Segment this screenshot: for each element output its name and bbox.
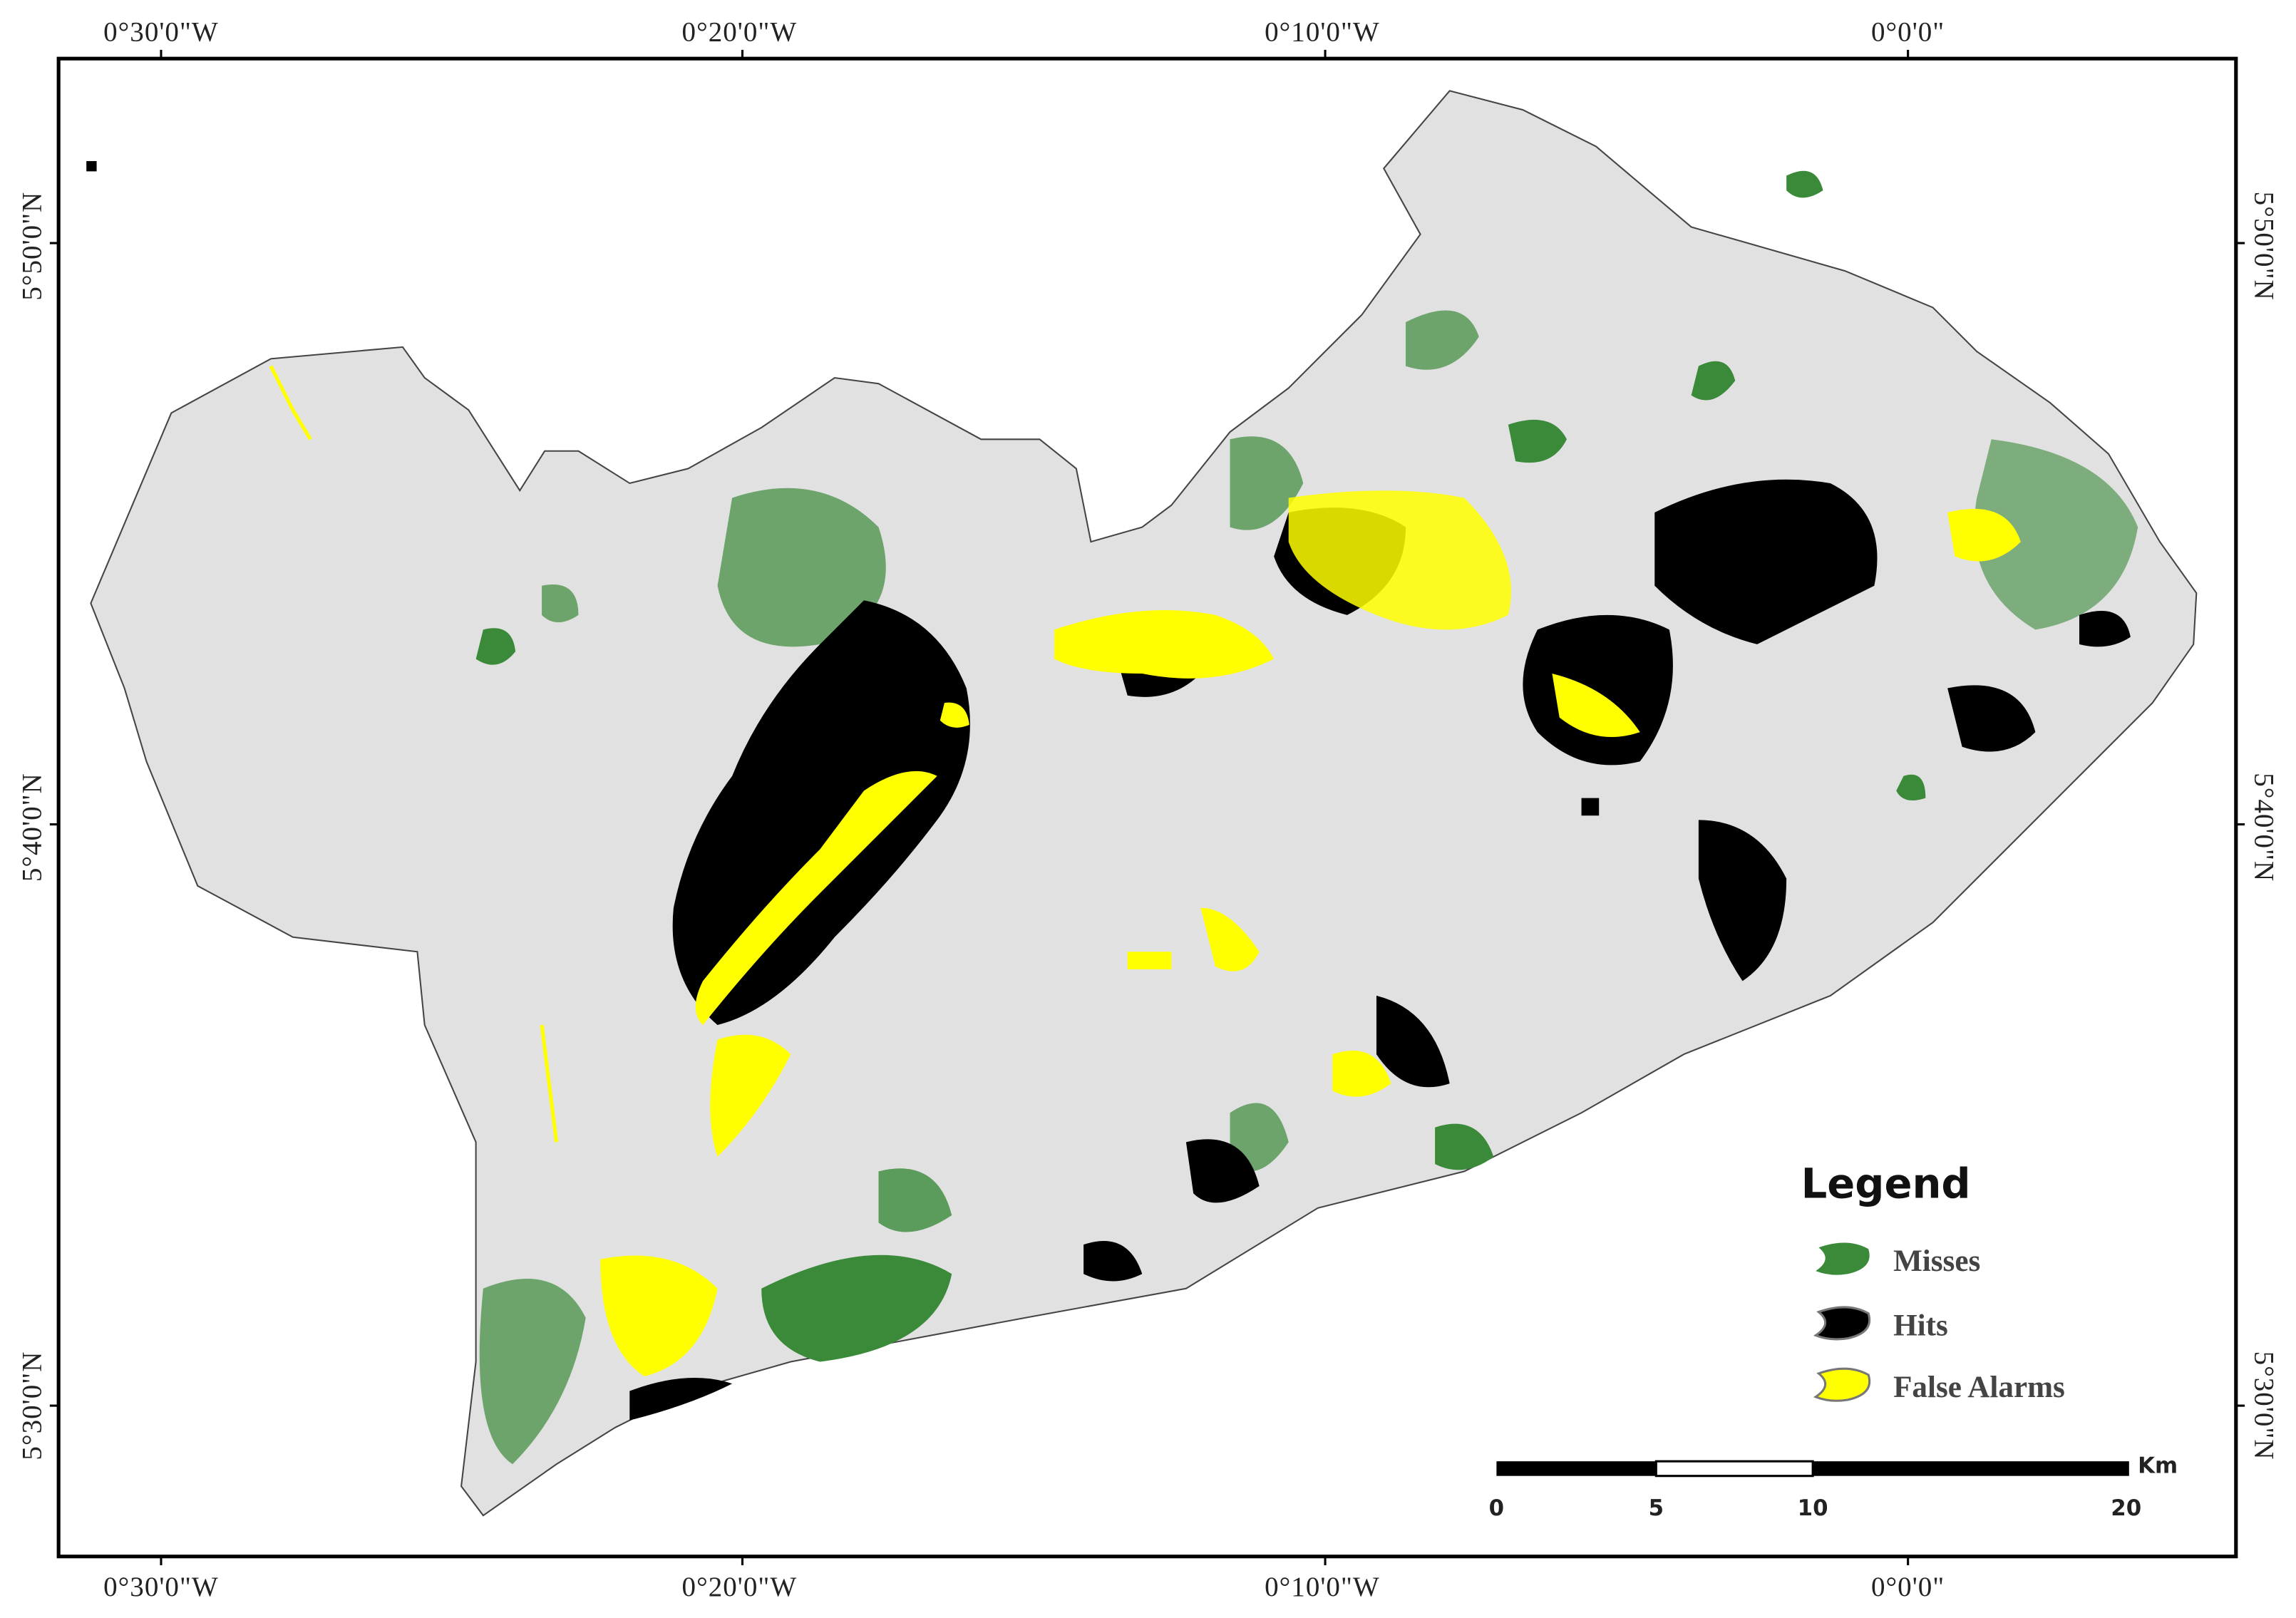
bottom-label: 0°0'0": [1871, 1572, 1945, 1602]
study-area: [90, 90, 2198, 1517]
top-label: 0°10'0"W: [1265, 17, 1380, 48]
left-label: 5°50'0"N: [17, 192, 48, 301]
top-label: 0°0'0": [1871, 17, 1945, 48]
right-label: 5°50'0"N: [2248, 192, 2279, 301]
corner-marker: [86, 161, 97, 172]
scale-bar-segment: [1813, 1461, 2129, 1476]
left-label: 5°40'0"N: [17, 773, 48, 882]
scale-bar-label: 10: [1798, 1495, 1828, 1521]
legend-swatch: [1813, 1367, 1871, 1402]
left-label: 5°30'0"N: [17, 1351, 48, 1460]
bottom-label: 0°10'0"W: [1265, 1572, 1380, 1602]
scale-bar-segment: [1496, 1461, 1657, 1476]
scale-bar-label: 0: [1489, 1495, 1504, 1521]
top-label: 0°20'0"W: [682, 17, 798, 48]
right-label: 5°30'0"N: [2248, 1351, 2279, 1460]
graticule-ticks: [49, 49, 2245, 1565]
bottom-label: 0°20'0"W: [682, 1572, 798, 1602]
legend-swatch: [1813, 1306, 1871, 1341]
scale-bar-segment: [1654, 1460, 1814, 1478]
legend-item: Hits: [1893, 1309, 1948, 1342]
legend-title: Legend: [1801, 1160, 1971, 1207]
legend-item: Misses: [1893, 1245, 1980, 1278]
top-label: 0°30'0"W: [103, 17, 219, 48]
legend-item: False Alarms: [1893, 1371, 2065, 1404]
scale-bar-label: 5: [1649, 1495, 1664, 1521]
bottom-label: 0°30'0"W: [103, 1572, 219, 1602]
scale-bar-unit: Km: [2138, 1453, 2178, 1479]
false-alarm-areas: [269, 365, 2021, 1377]
legend-swatch: [1816, 1242, 1870, 1275]
misses-areas: [475, 170, 2138, 1465]
right-label: 5°40'0"N: [2248, 773, 2279, 882]
scale-bar-label: 20: [2111, 1495, 2141, 1521]
